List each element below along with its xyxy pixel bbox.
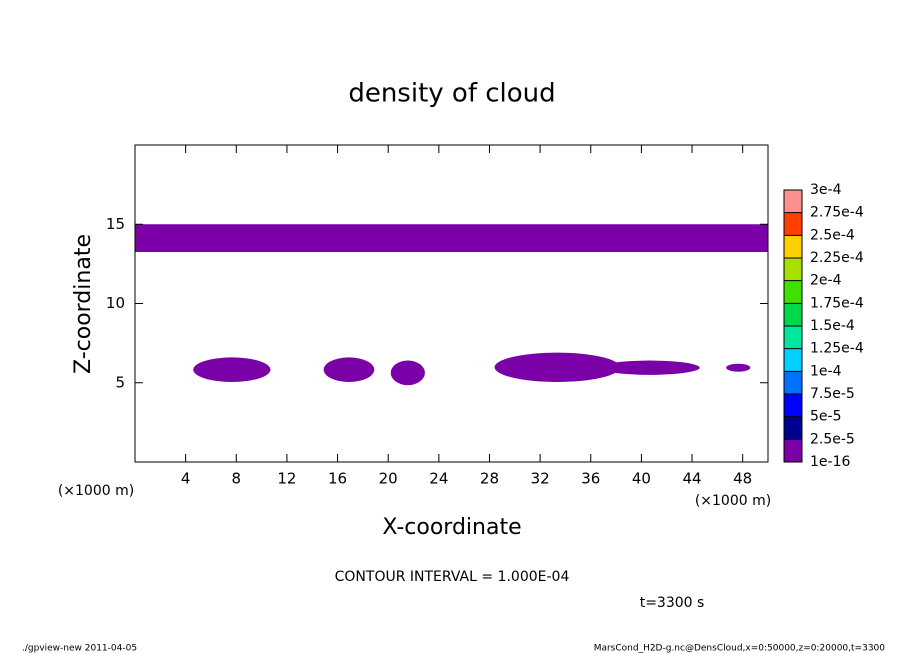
- time-label: t=3300 s: [640, 595, 705, 611]
- colorbar-label: 1.25e-4: [810, 341, 864, 357]
- contour-region: [323, 357, 375, 382]
- chart-title: density of cloud: [348, 79, 555, 109]
- colorbar-label: 2.5e-4: [810, 227, 855, 243]
- contour-region: [390, 360, 425, 386]
- x-tick-label: 20: [379, 470, 398, 488]
- y-axis-label: Z-coordinate: [71, 234, 96, 374]
- contour-interval: CONTOUR INTERVAL = 1.000E-04: [335, 569, 570, 585]
- colorbar-label: 2e-4: [810, 273, 842, 289]
- colorbar-label: 7.5e-5: [810, 386, 855, 402]
- x-tick-label: 28: [480, 470, 499, 488]
- x-tick-label: 32: [531, 470, 550, 488]
- x-tick-label: 40: [632, 470, 651, 488]
- colorbar-label: 1.75e-4: [810, 295, 864, 311]
- x-tick-label: 4: [181, 470, 191, 488]
- colorbar-cell: [784, 190, 802, 213]
- colorbar-label: 5e-5: [810, 409, 841, 425]
- x-tick-label: 16: [328, 470, 347, 488]
- x-tick-label: 48: [733, 470, 752, 488]
- colorbar-cell: [784, 235, 802, 258]
- colorbar-label: 1.5e-4: [810, 318, 855, 334]
- contour-region: [726, 363, 751, 372]
- x-tick-label: 36: [581, 470, 600, 488]
- contour-region: [193, 357, 271, 382]
- y-tick-label: 10: [106, 294, 125, 312]
- x-tick-label: 24: [429, 470, 448, 488]
- footer-left: ./gpview-new 2011-04-05: [22, 644, 137, 654]
- colorbar-cell: [784, 303, 802, 326]
- x-tick-label: 44: [682, 470, 701, 488]
- x-unit-label: (×1000 m): [58, 483, 134, 499]
- colorbar-cell: [784, 326, 802, 349]
- contour-band: [135, 224, 768, 252]
- x-unit-label: (×1000 m): [695, 493, 771, 509]
- plot-frame: [134, 144, 769, 463]
- y-tick-label: 5: [115, 373, 125, 391]
- colorbar-cell: [784, 416, 802, 440]
- x-tick-label: 8: [232, 470, 242, 488]
- colorbar-label: 3e-4: [810, 182, 842, 198]
- colorbar-label: 1e-16: [810, 454, 850, 470]
- contour-region: [494, 352, 620, 382]
- x-axis-label: X-coordinate: [382, 515, 521, 540]
- colorbar-cell: [784, 212, 802, 236]
- colorbar-cell: [784, 258, 802, 281]
- colorbar-cell: [784, 394, 802, 417]
- colorbar-cell: [784, 371, 802, 394]
- colorbar-label: 2.5e-5: [810, 431, 855, 447]
- colorbar-cell: [784, 439, 802, 462]
- y-tick-label: 15: [106, 215, 125, 233]
- colorbar-cell: [784, 348, 802, 372]
- colorbar-label: 2.25e-4: [810, 250, 864, 266]
- footer-right: MarsCond_H2D-g.nc@DensCloud,x=0:50000,z=…: [594, 644, 886, 654]
- x-tick-label: 12: [277, 470, 296, 488]
- colorbar-cell: [784, 280, 802, 304]
- colorbar-label: 1e-4: [810, 363, 842, 379]
- contour-region: [599, 360, 700, 375]
- colorbar-label: 2.75e-4: [810, 205, 864, 221]
